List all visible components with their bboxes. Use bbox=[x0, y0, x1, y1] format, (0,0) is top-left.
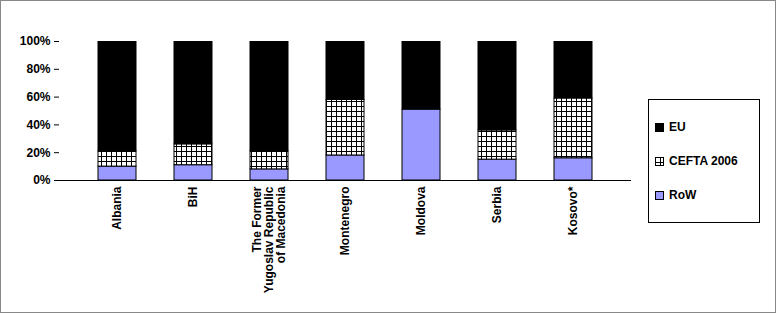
svg-text:Albania: Albania bbox=[110, 186, 124, 230]
svg-text:Kosovo*: Kosovo* bbox=[566, 186, 580, 235]
svg-text:80%: 80% bbox=[26, 62, 50, 76]
svg-text:40%: 40% bbox=[26, 118, 50, 132]
svg-text:BiH: BiH bbox=[186, 187, 200, 208]
svg-text:Moldova: Moldova bbox=[414, 186, 428, 235]
svg-text:100%: 100% bbox=[20, 34, 51, 48]
html-text:RoW: RoW bbox=[669, 188, 697, 202]
svg-text:The FormerYugoslav Republicof: The FormerYugoslav Republicof Macedonia bbox=[250, 186, 288, 293]
svg-text:60%: 60% bbox=[26, 90, 50, 104]
svg-text:20%: 20% bbox=[26, 146, 50, 160]
svg-text:0%: 0% bbox=[33, 173, 51, 187]
svg-text:Serbia: Serbia bbox=[490, 186, 504, 223]
html-text:EU: EU bbox=[669, 120, 686, 134]
html-text:CEFTA 2006: CEFTA 2006 bbox=[669, 154, 738, 168]
svg-text:Montenegro: Montenegro bbox=[338, 187, 352, 256]
